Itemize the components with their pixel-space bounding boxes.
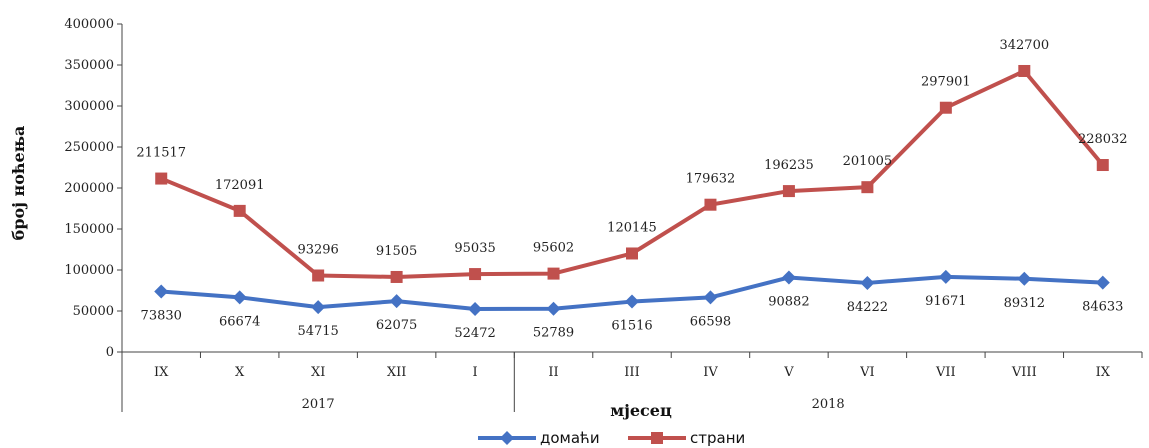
data-point-square xyxy=(469,268,482,281)
x-tick-label: XII xyxy=(387,365,407,380)
y-tick-label: 50000 xyxy=(73,304,114,319)
axes xyxy=(121,24,1142,353)
data-label: 342700 xyxy=(999,38,1049,53)
x-axis-title: мјесец xyxy=(610,401,672,420)
data-point-diamond xyxy=(703,290,718,305)
x-axis-year-groups: 2017 2018 xyxy=(121,352,845,412)
data-label: 73830 xyxy=(141,308,182,323)
data-point-diamond xyxy=(232,290,247,305)
data-point-diamond xyxy=(938,269,953,284)
y-tick-label: 350000 xyxy=(64,58,114,73)
data-label: 93296 xyxy=(297,242,338,257)
data-point-square xyxy=(704,198,717,211)
data-point-square xyxy=(939,101,952,114)
y-tick-label: 250000 xyxy=(64,140,114,155)
data-label: 201005 xyxy=(843,154,893,169)
data-point-diamond xyxy=(781,270,796,285)
data-label: 196235 xyxy=(764,158,814,173)
data-label: 120145 xyxy=(607,220,657,235)
x-group-label: 2018 xyxy=(812,397,845,412)
data-labels: 73830 66674 54715 62075 52472 52789 61516 66598… xyxy=(136,38,1127,341)
data-point-diamond xyxy=(1095,275,1110,290)
x-tick-label: IX xyxy=(1096,365,1111,380)
y-axis-title: број ноћења xyxy=(9,126,28,241)
data-label: 66674 xyxy=(219,314,260,329)
data-label: 172091 xyxy=(215,178,265,193)
x-axis-ticks: IX X XI XII I II III IV V VI VII VIII IX xyxy=(121,352,1143,380)
data-point-diamond xyxy=(860,275,875,290)
legend-label: домаћи xyxy=(540,429,600,447)
data-point-square xyxy=(390,270,403,283)
y-axis-ticks: 0 50000 100000 150000 200000 250000 300000 3500… xyxy=(64,17,122,360)
data-label: 52472 xyxy=(454,326,495,341)
data-label: 228032 xyxy=(1078,132,1128,147)
x-tick-label: IV xyxy=(703,365,718,380)
data-point-square xyxy=(312,269,325,282)
data-point-diamond xyxy=(389,294,404,309)
data-label: 91671 xyxy=(925,294,966,309)
data-label: 62075 xyxy=(376,318,417,333)
series-layer xyxy=(154,64,1110,316)
data-label: 95602 xyxy=(533,241,574,256)
x-tick-label: IX xyxy=(154,365,169,380)
legend: домаћи страни xyxy=(478,429,745,447)
data-point-square xyxy=(626,247,638,260)
y-tick-label: 200000 xyxy=(64,181,114,196)
x-tick-label: VII xyxy=(935,365,956,380)
legend-marker-diamond xyxy=(500,431,514,445)
data-label: 91505 xyxy=(376,244,417,259)
x-tick-label: VIII xyxy=(1011,365,1037,380)
y-tick-label: 400000 xyxy=(64,17,114,32)
data-point-diamond xyxy=(468,301,483,316)
data-label: 84222 xyxy=(847,300,888,315)
data-label: 211517 xyxy=(136,146,186,161)
data-label: 61516 xyxy=(611,319,652,334)
data-label: 90882 xyxy=(768,294,809,309)
data-point-square xyxy=(233,204,246,217)
data-point-square xyxy=(155,172,168,185)
y-tick-label: 300000 xyxy=(64,99,114,114)
data-point-square xyxy=(1096,159,1109,172)
data-label: 52789 xyxy=(533,326,574,341)
data-point-diamond xyxy=(311,300,326,315)
data-point-square xyxy=(861,181,874,194)
x-tick-label: I xyxy=(473,365,478,380)
data-point-square xyxy=(1018,64,1031,77)
legend-marker-square xyxy=(651,432,663,444)
data-point-diamond xyxy=(546,301,561,316)
data-point-diamond xyxy=(1017,271,1032,286)
y-tick-label: 150000 xyxy=(64,222,114,237)
legend-label: страни xyxy=(690,429,745,447)
x-tick-label: II xyxy=(548,365,558,380)
data-point-diamond xyxy=(154,284,169,299)
data-label: 297901 xyxy=(921,75,971,90)
data-point-square xyxy=(547,267,560,280)
x-tick-label: VI xyxy=(859,365,875,380)
data-point-square xyxy=(782,185,795,198)
y-tick-label: 100000 xyxy=(64,263,114,278)
data-label: 84633 xyxy=(1082,300,1123,315)
x-tick-label: XI xyxy=(311,365,325,380)
y-tick-label: 0 xyxy=(106,345,114,360)
data-label: 179632 xyxy=(686,172,736,187)
data-label: 66598 xyxy=(690,314,731,329)
x-tick-label: III xyxy=(624,365,639,380)
data-label: 95035 xyxy=(454,241,495,256)
x-tick-label: V xyxy=(783,365,794,380)
x-tick-label: X xyxy=(235,365,245,380)
data-label: 89312 xyxy=(1004,296,1045,311)
data-label: 54715 xyxy=(297,324,338,339)
data-point-diamond xyxy=(625,294,639,309)
x-group-label: 2017 xyxy=(302,397,335,412)
